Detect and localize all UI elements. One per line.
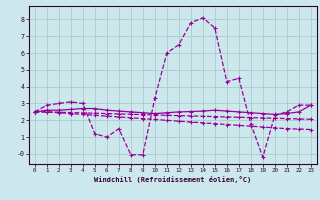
X-axis label: Windchill (Refroidissement éolien,°C): Windchill (Refroidissement éolien,°C) bbox=[94, 176, 252, 183]
